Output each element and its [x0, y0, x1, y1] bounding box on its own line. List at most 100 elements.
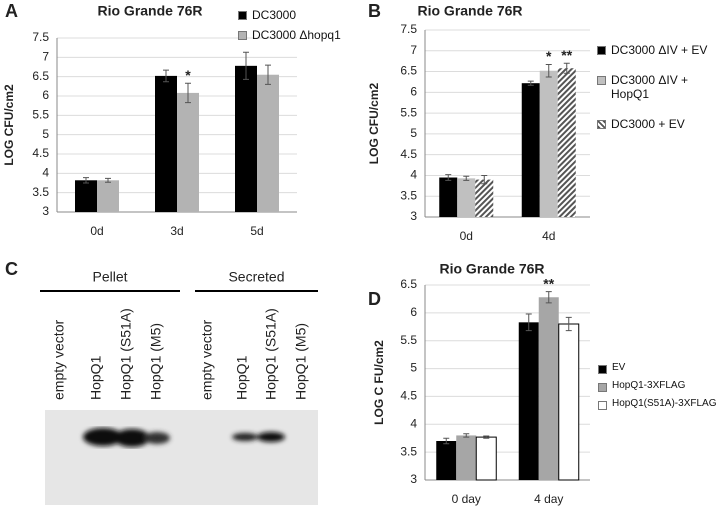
group-label: Pellet [92, 269, 127, 285]
lane-label: HopQ1 (M5) [148, 323, 164, 400]
bar [75, 180, 97, 212]
y-tick-label: 6.5 [400, 277, 417, 291]
bar [456, 435, 477, 480]
lane-label: empty vector [51, 320, 67, 400]
legend-item: DC3000 Δhopq1 [238, 28, 388, 42]
bar [97, 180, 119, 212]
legend-label: EV [612, 362, 626, 373]
group-label: Secreted [228, 269, 284, 285]
y-tick-label: 4.5 [400, 389, 417, 403]
bar [558, 323, 580, 481]
legend-swatch [597, 120, 606, 129]
panel-letter: C [5, 259, 18, 279]
bar [475, 436, 497, 481]
y-tick-label: 5.5 [400, 105, 417, 119]
legend-label: DC3000 [252, 8, 297, 22]
legend-label: HopQ1(S51A)-3XFLAG [612, 398, 717, 409]
y-tick-label: 7.5 [32, 30, 49, 44]
x-tick-label: 0d [90, 224, 103, 238]
bar [457, 178, 476, 217]
y-tick-label: 6.5 [32, 69, 49, 83]
legend-swatch [597, 46, 606, 55]
legend-item: HopQ1-3XFLAG [598, 380, 722, 392]
error-bar [545, 63, 552, 78]
legend-item: DC3000 ΔIV + HopQ1 [597, 73, 719, 101]
x-tick-label: 0d [460, 229, 473, 243]
error-bar [243, 51, 249, 80]
legend-item: HopQ1(S51A)-3XFLAG [598, 398, 722, 410]
error-bar [481, 174, 488, 185]
y-tick-label: 5 [42, 127, 49, 141]
bar [257, 74, 279, 212]
legend-item: DC3000 ΔIV + EV [597, 43, 719, 57]
error-bar [527, 80, 534, 86]
bar [539, 70, 558, 217]
bar [439, 177, 458, 217]
x-tick-label: 4d [542, 229, 555, 243]
error-bar [163, 69, 169, 83]
error-bar [443, 437, 450, 445]
y-tick-label: 6 [410, 305, 417, 319]
y-tick-label: 3.5 [32, 185, 49, 199]
y-tick-label: 6 [42, 88, 49, 102]
bar [475, 179, 494, 217]
y-tick-label: 5.5 [32, 108, 49, 122]
y-tick-label: 5 [410, 361, 417, 375]
bar [518, 322, 539, 480]
significance-label: * [546, 48, 552, 64]
legend-swatch [598, 401, 607, 410]
y-axis-label: LOG CFU/cm2 [367, 83, 381, 165]
chart-title: Rio Grande 76R [417, 3, 522, 19]
bar [155, 75, 177, 212]
error-bar [565, 316, 572, 332]
error-bar [83, 177, 89, 184]
y-tick-label: 3 [410, 209, 417, 223]
significance-label: ** [561, 47, 572, 63]
error-bar [483, 435, 490, 439]
x-tick-label: 4 day [534, 492, 563, 506]
error-bar [463, 175, 470, 181]
chart-title: Rio Grande 76R [97, 3, 202, 19]
blot-bands [83, 428, 285, 447]
bar [521, 83, 540, 218]
y-tick-label: 3 [42, 204, 49, 218]
legend-label: DC3000 Δhopq1 [252, 28, 341, 42]
lane-label: HopQ1 [88, 355, 104, 400]
lane-label: empty vector [199, 320, 215, 400]
lane-label: HopQ1 [234, 355, 250, 400]
error-bar [445, 174, 452, 181]
legend-label: HopQ1-3XFLAG [612, 380, 686, 391]
blot-membrane [45, 410, 318, 505]
y-tick-label: 3 [410, 472, 417, 486]
y-tick-label: 6.5 [400, 64, 417, 78]
y-tick-label: 4 [42, 166, 49, 180]
x-tick-label: 5d [250, 224, 263, 238]
y-tick-label: 7.5 [400, 22, 417, 36]
lane-label: HopQ1 (M5) [293, 323, 309, 400]
y-tick-label: 3.5 [400, 188, 417, 202]
panel-letter: D [368, 289, 381, 309]
legend-item: DC3000 + EV [597, 117, 719, 131]
panel-letter: A [5, 1, 18, 21]
panel-letter: B [368, 1, 381, 21]
significance-label: ** [543, 275, 554, 291]
error-bar [525, 313, 532, 332]
chart-title: Rio Grande 76R [439, 261, 544, 277]
y-tick-label: 4 [410, 168, 417, 182]
legend-label: DC3000 ΔIV + HopQ1 [611, 73, 689, 101]
x-tick-label: 3d [170, 224, 183, 238]
y-tick-label: 4.5 [32, 146, 49, 160]
legend-item: DC3000 [238, 8, 388, 22]
legend-item: EV [598, 362, 722, 374]
error-bar [463, 433, 470, 438]
legend-swatch [238, 31, 247, 40]
y-tick-label: 3.5 [400, 444, 417, 458]
legend: DC3000 DC3000 Δhopq1 [238, 8, 388, 48]
error-bar [545, 291, 552, 304]
bar [436, 441, 457, 480]
legend-swatch [238, 11, 247, 20]
legend-swatch [597, 76, 606, 85]
y-tick-label: 7 [410, 43, 417, 57]
